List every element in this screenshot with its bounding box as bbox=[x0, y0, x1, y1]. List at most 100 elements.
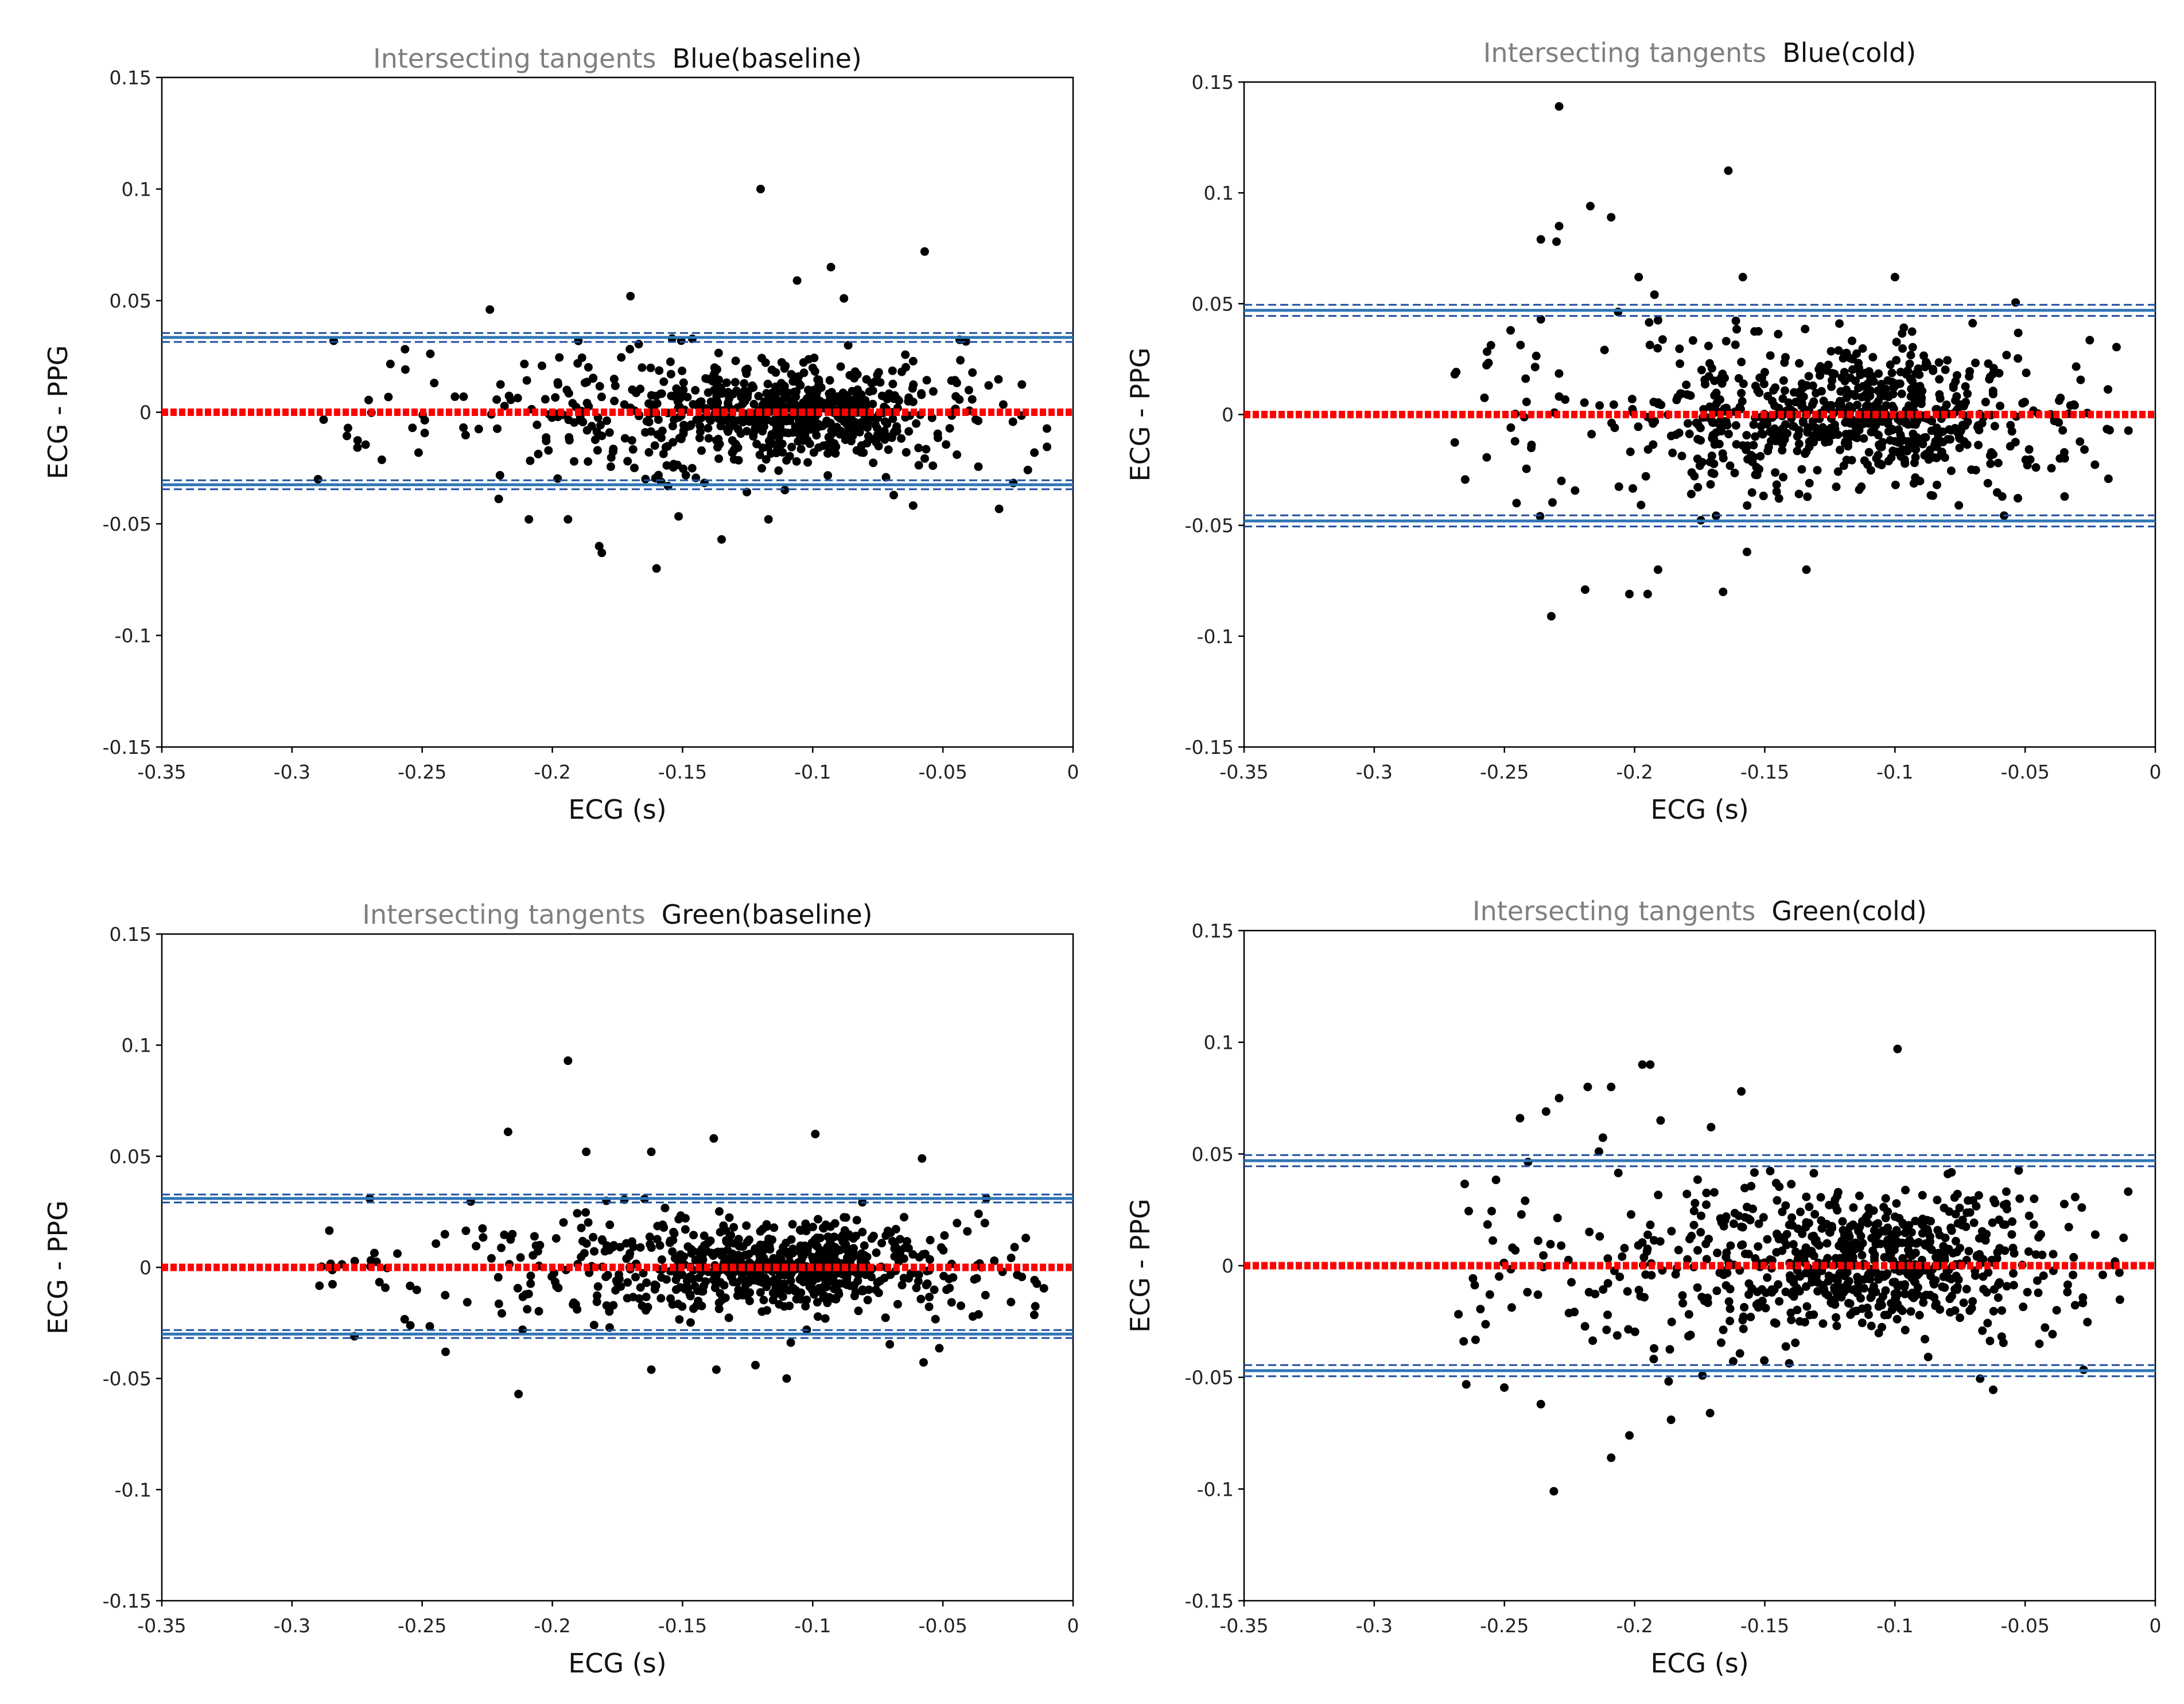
scatter-point bbox=[875, 427, 884, 436]
scatter-point bbox=[947, 1298, 956, 1307]
scatter-point bbox=[670, 1229, 679, 1238]
scatter-point bbox=[638, 1301, 647, 1310]
scatter-point bbox=[589, 374, 598, 383]
scatter-point bbox=[568, 399, 577, 408]
scatter-point bbox=[1979, 1285, 1988, 1294]
scatter-point bbox=[1781, 353, 1790, 362]
y-tick-label: 0.05 bbox=[1192, 1143, 1234, 1165]
x-tick-label: -0.3 bbox=[274, 1614, 310, 1637]
scatter-point bbox=[821, 1314, 830, 1323]
scatter-point bbox=[1823, 402, 1832, 411]
scatter-point bbox=[1932, 453, 1941, 462]
chart-title: Intersecting tangents Blue(cold) bbox=[1483, 37, 1916, 68]
scatter-point bbox=[757, 1278, 767, 1287]
scatter-point bbox=[2033, 1276, 2042, 1285]
scatter-point bbox=[949, 1273, 958, 1282]
x-tick-label: -0.15 bbox=[658, 761, 707, 783]
scatter-point bbox=[842, 1245, 851, 1254]
scatter-point bbox=[459, 392, 468, 401]
x-tick-label: 0 bbox=[1067, 1614, 1079, 1637]
scatter-point bbox=[1610, 423, 1619, 433]
scatter-point bbox=[1978, 1326, 1987, 1335]
scatter-point bbox=[1779, 376, 1788, 385]
scatter-point bbox=[1485, 1290, 1494, 1299]
scatter-point bbox=[1989, 1306, 1998, 1316]
scatter-point bbox=[994, 504, 1004, 513]
scatter-point bbox=[2060, 454, 2069, 463]
x-tick-label: -0.15 bbox=[1740, 1614, 1789, 1637]
scatter-point bbox=[2006, 442, 2015, 451]
scatter-point bbox=[1683, 419, 1692, 428]
scatter-point bbox=[1880, 1227, 1890, 1236]
scatter-point bbox=[657, 433, 666, 442]
y-tick-label: -0.15 bbox=[1185, 1590, 1234, 1612]
scatter-point bbox=[903, 1237, 912, 1246]
scatter-point bbox=[1844, 1298, 1853, 1308]
scatter-point bbox=[914, 1277, 923, 1286]
scatter-point bbox=[2030, 1195, 2039, 1203]
scatter-point bbox=[1705, 402, 1715, 411]
scatter-point bbox=[1995, 369, 2004, 378]
scatter-point bbox=[1721, 337, 1731, 346]
scatter-point bbox=[1766, 1255, 1774, 1264]
scatter-point-outlier bbox=[1585, 201, 1595, 211]
scatter-point bbox=[593, 446, 602, 455]
scatter-point bbox=[1867, 427, 1876, 437]
x-tick-label: -0.05 bbox=[918, 761, 967, 783]
scatter-point bbox=[767, 365, 776, 375]
scatter-point bbox=[1742, 547, 1751, 557]
scatter-point bbox=[1852, 349, 1861, 358]
scatter-point bbox=[1812, 1235, 1821, 1244]
scatter-point bbox=[1983, 478, 1992, 488]
scatter-point bbox=[1460, 475, 1470, 484]
scatter-point bbox=[851, 425, 860, 434]
scatter-point bbox=[818, 1223, 827, 1232]
scatter-point bbox=[493, 424, 502, 433]
scatter-point bbox=[901, 448, 911, 457]
scatter-point bbox=[461, 430, 470, 439]
scatter-point bbox=[1999, 1200, 2008, 1209]
scatter-point bbox=[459, 423, 468, 432]
scatter-point bbox=[1030, 448, 1039, 457]
y-tick-label: -0.05 bbox=[1185, 1367, 1234, 1389]
scatter-point bbox=[909, 380, 918, 389]
scatter-point bbox=[526, 1271, 535, 1281]
chart-panel-blue-baseline: Intersecting tangents Blue(baseline) 0.15 0… bbox=[42, 43, 1079, 825]
scatter-point bbox=[792, 1294, 801, 1304]
scatter-point-outlier bbox=[717, 535, 726, 544]
scatter-point bbox=[923, 1279, 932, 1288]
scatter-point bbox=[1751, 432, 1760, 441]
scatter-point bbox=[1719, 454, 1728, 463]
scatter-point bbox=[2060, 492, 2069, 501]
scatter-point bbox=[1672, 395, 1681, 404]
scatter-point bbox=[1809, 397, 1818, 406]
scatter-point bbox=[2008, 1217, 2017, 1226]
scatter-point bbox=[1839, 1287, 1848, 1297]
scatter-point bbox=[953, 1219, 962, 1228]
scatter-point bbox=[955, 395, 964, 404]
scatter-point bbox=[1917, 1219, 1926, 1228]
scatter-point-outlier bbox=[1724, 166, 1733, 175]
scatter-point bbox=[695, 433, 704, 442]
scatter-point bbox=[739, 418, 748, 427]
scatter-point bbox=[1922, 1290, 1931, 1300]
scatter-point bbox=[1793, 1254, 1802, 1263]
scatter-point bbox=[823, 471, 833, 480]
scatter-point bbox=[1825, 1227, 1834, 1236]
scatter-point bbox=[1933, 1196, 1942, 1205]
scatter-point bbox=[2041, 1323, 2050, 1332]
scatter-point bbox=[683, 1283, 693, 1293]
scatter-point bbox=[795, 1275, 805, 1284]
scatter-point bbox=[1803, 492, 1812, 501]
scatter-point bbox=[2002, 1282, 2011, 1291]
scatter-point bbox=[1801, 449, 1810, 458]
scatter-point bbox=[1883, 376, 1892, 385]
scatter-point-outlier bbox=[1643, 589, 1652, 598]
scatter-point bbox=[1993, 458, 2003, 468]
scatter-point bbox=[666, 357, 675, 367]
scatter-point bbox=[968, 368, 977, 377]
scatter-point bbox=[1923, 1225, 1932, 1234]
scatter-point bbox=[861, 1270, 871, 1279]
scatter-point bbox=[821, 441, 830, 450]
x-tick-label: -0.2 bbox=[534, 1614, 570, 1637]
